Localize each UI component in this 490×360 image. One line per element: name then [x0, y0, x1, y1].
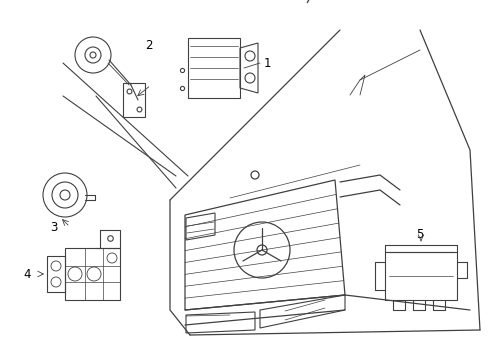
Text: 5: 5: [416, 228, 423, 240]
Text: 2: 2: [145, 39, 152, 51]
Text: 4: 4: [23, 267, 30, 280]
Text: 3: 3: [50, 220, 57, 234]
Text: 1: 1: [264, 57, 271, 69]
